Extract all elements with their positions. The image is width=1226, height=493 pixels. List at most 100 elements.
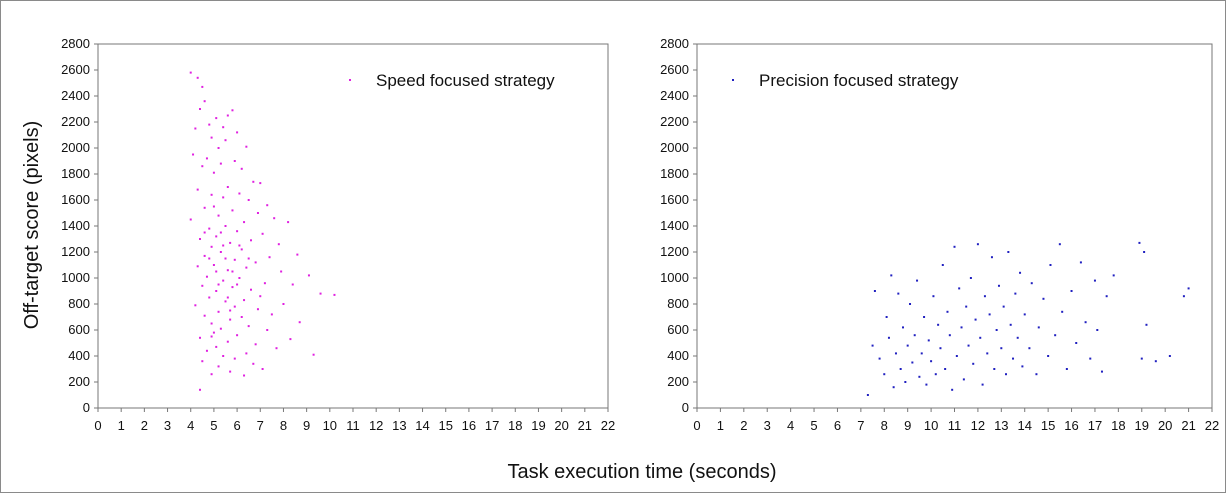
right-scatter-panel: 0200400600800100012001400160018002000220… (660, 36, 1219, 433)
x-tick-label: 14 (415, 418, 429, 433)
data-point (890, 274, 893, 277)
data-point (1096, 329, 1099, 331)
data-point (1009, 323, 1012, 326)
data-point (986, 352, 989, 355)
data-point (883, 373, 886, 376)
data-point (219, 251, 222, 253)
data-point (1049, 264, 1052, 266)
data-point (196, 265, 199, 268)
data-point (208, 227, 211, 230)
data-point (990, 256, 993, 259)
data-point (210, 136, 213, 139)
data-point (937, 323, 940, 326)
y-tick-label: 1000 (660, 270, 689, 285)
data-point (201, 85, 204, 88)
data-point (894, 352, 897, 355)
x-tick-label: 8 (881, 418, 888, 433)
x-tick-label: 10 (924, 418, 938, 433)
data-point (878, 357, 881, 360)
plot-area-left (97, 43, 609, 409)
data-point (236, 131, 239, 134)
x-tick-label: 12 (369, 418, 383, 433)
data-point (205, 275, 208, 278)
data-point (212, 205, 215, 208)
data-point (1014, 292, 1017, 295)
data-point (1037, 326, 1040, 329)
x-tick-label: 9 (904, 418, 911, 433)
left-scatter-panel: 0200400600800100012001400160018002000220… (61, 36, 615, 433)
data-point (939, 347, 942, 350)
data-point (913, 334, 916, 337)
y-tick-label: 600 (68, 322, 90, 337)
data-point (215, 345, 218, 348)
y-tick-label: 0 (83, 400, 90, 415)
data-point (212, 264, 215, 266)
data-point (259, 182, 262, 185)
data-point (873, 290, 876, 292)
data-point (923, 316, 926, 318)
x-tick-label: 17 (1088, 418, 1102, 433)
data-point (1182, 295, 1185, 298)
data-point (238, 192, 241, 195)
data-point (930, 360, 933, 363)
data-point (194, 127, 197, 130)
y-tick-label: 1400 (660, 218, 689, 233)
data-point (287, 221, 290, 224)
data-point (1143, 251, 1146, 253)
data-point (233, 305, 236, 308)
data-point (277, 243, 280, 246)
data-point (236, 230, 239, 233)
data-point (189, 71, 192, 74)
data-point (934, 373, 937, 376)
data-point (224, 257, 227, 260)
y-tick-label: 2200 (660, 114, 689, 129)
data-point (219, 327, 222, 330)
x-tick-label: 19 (531, 418, 545, 433)
data-point (222, 196, 225, 199)
data-point (976, 243, 979, 246)
y-tick-label: 1200 (660, 244, 689, 259)
y-tick-label: 800 (68, 296, 90, 311)
x-tick-label: 18 (1111, 418, 1125, 433)
data-point (252, 362, 255, 365)
data-point (210, 373, 213, 376)
data-point (226, 269, 229, 272)
data-point (944, 368, 947, 370)
data-point (885, 316, 888, 318)
y-tick-label: 2800 (660, 36, 689, 51)
data-point (932, 295, 935, 298)
x-tick-label: 7 (257, 418, 264, 433)
data-point (296, 253, 299, 256)
x-tick-label: 17 (485, 418, 499, 433)
data-point (307, 274, 310, 277)
x-axis-title: Task execution time (seconds) (507, 461, 776, 483)
x-tick-label: 3 (764, 418, 771, 433)
data-point (981, 383, 984, 386)
data-point (1047, 355, 1050, 357)
y-tick-label: 2400 (660, 88, 689, 103)
data-point (261, 368, 264, 370)
data-point (280, 270, 283, 273)
x-tick-label: 20 (1158, 418, 1172, 433)
x-tick-label: 13 (392, 418, 406, 433)
data-point (282, 303, 285, 305)
data-point (1145, 323, 1148, 326)
x-tick-label: 11 (346, 418, 360, 433)
data-point (256, 308, 259, 311)
data-point (333, 293, 336, 296)
data-point (266, 204, 269, 207)
data-point (210, 322, 213, 325)
x-tick-label: 5 (210, 418, 217, 433)
data-point (250, 239, 252, 242)
x-tick-label: 10 (323, 418, 337, 433)
x-tick-label: 14 (1017, 418, 1031, 433)
y-tick-label: 1800 (61, 166, 90, 181)
data-point (231, 270, 234, 273)
data-point (217, 365, 220, 368)
y-tick-label: 1800 (660, 166, 689, 181)
data-point (208, 257, 211, 260)
data-point (1002, 305, 1005, 308)
legend-label: Precision focused strategy (759, 71, 959, 90)
data-point (222, 279, 225, 282)
data-point (224, 139, 227, 142)
